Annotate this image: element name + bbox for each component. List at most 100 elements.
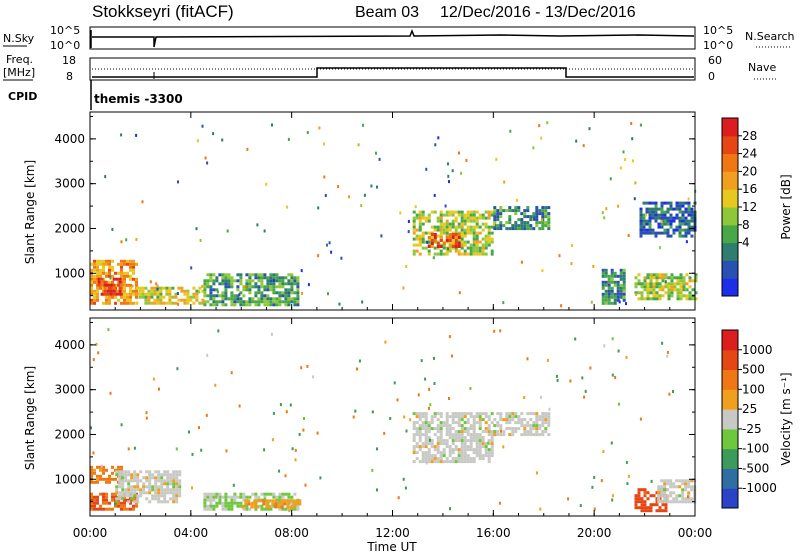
power-cell xyxy=(103,292,107,296)
velocity-cell xyxy=(442,424,446,428)
velocity-cell xyxy=(293,492,297,496)
power-cell xyxy=(460,246,464,250)
power-cell xyxy=(648,210,652,214)
power-cell xyxy=(141,295,145,299)
power-cell xyxy=(221,294,225,298)
power-cell xyxy=(97,280,101,284)
power-cell xyxy=(678,234,682,238)
velocity-cell xyxy=(666,479,670,483)
cpid-value: themis -3300 xyxy=(94,92,183,106)
power-cell xyxy=(248,285,252,289)
power-cell xyxy=(643,297,647,301)
velocity-cell xyxy=(160,476,164,480)
power-cell xyxy=(666,219,670,223)
velocity-cell xyxy=(272,492,276,496)
power-cell xyxy=(266,297,270,301)
velocity-cell xyxy=(457,436,461,440)
velocity-cell xyxy=(424,421,428,425)
velocity-cell xyxy=(280,499,284,503)
velocity-cell xyxy=(424,415,428,419)
velocity-ylabel: Slant Range [km] xyxy=(23,366,37,470)
power-cell xyxy=(284,276,288,280)
power-echo xyxy=(625,302,627,306)
power-cell xyxy=(102,262,105,266)
velocity-cell xyxy=(430,427,434,431)
velocity-cell xyxy=(260,492,264,496)
power-cell xyxy=(93,301,96,305)
power-cell xyxy=(281,291,285,295)
power-cell xyxy=(660,201,664,205)
power-echo xyxy=(465,158,468,162)
power-cell xyxy=(287,273,291,277)
power-cell xyxy=(159,298,163,302)
power-cell xyxy=(120,283,123,287)
velocity-cell xyxy=(538,415,542,419)
velocity-cell xyxy=(541,418,545,422)
velocity-cell xyxy=(439,460,443,464)
power-cell xyxy=(284,303,288,307)
power-cell xyxy=(601,268,605,272)
power-cell xyxy=(415,228,419,232)
power-echo xyxy=(492,223,495,227)
velocity-cell xyxy=(129,501,132,505)
power-cell xyxy=(430,233,434,236)
velocity-cell xyxy=(490,445,494,449)
velocity-cell xyxy=(157,476,161,480)
velocity-cell xyxy=(218,501,222,505)
velocity-cell xyxy=(111,471,114,475)
power-cell xyxy=(619,283,623,287)
power-cell xyxy=(448,233,452,236)
velocity-cell xyxy=(233,501,237,505)
power-cell xyxy=(547,221,551,225)
power-cell xyxy=(655,279,659,283)
velocity-cell xyxy=(655,503,659,507)
velocity-cell xyxy=(448,454,452,458)
power-cell xyxy=(284,288,288,292)
power-cell xyxy=(118,277,122,281)
velocity-cell xyxy=(436,418,440,422)
velocity-cell xyxy=(418,427,422,431)
power-cell xyxy=(451,210,455,214)
velocity-cell xyxy=(260,507,264,511)
velocity-cell xyxy=(469,427,473,431)
velocity-cell xyxy=(90,504,93,508)
velocity-cell xyxy=(430,439,434,443)
power-cell xyxy=(439,228,443,232)
power-cell xyxy=(682,279,686,283)
velocity-cell xyxy=(93,468,96,472)
power-cell xyxy=(472,231,476,235)
velocity-echo xyxy=(661,341,664,345)
power-cell xyxy=(679,285,683,289)
velocity-cell xyxy=(136,479,140,483)
colorbar-tick-label: -100 xyxy=(742,442,769,456)
velocity-cell xyxy=(127,473,131,477)
velocity-cell xyxy=(439,436,443,440)
power-cell xyxy=(430,242,434,245)
power-cell xyxy=(657,231,661,235)
power-cell xyxy=(150,301,154,305)
velocity-echo xyxy=(278,469,281,473)
power-cell xyxy=(601,271,605,275)
velocity-cell xyxy=(421,460,425,464)
velocity-cell xyxy=(529,427,533,431)
power-cell xyxy=(526,206,530,210)
power-cell xyxy=(108,280,111,284)
velocity-cell xyxy=(439,454,443,458)
power-cell xyxy=(150,289,154,293)
velocity-cell xyxy=(157,473,161,477)
power-cell xyxy=(604,274,608,278)
power-cell xyxy=(463,222,467,226)
power-cell xyxy=(221,279,225,283)
velocity-cell xyxy=(478,418,482,422)
power-cell xyxy=(412,252,416,256)
power-cell xyxy=(669,216,673,220)
power-cell xyxy=(688,276,692,280)
power-cell xyxy=(257,276,261,280)
velocity-cell xyxy=(499,418,503,422)
velocity-cell xyxy=(487,415,491,419)
power-cell xyxy=(657,207,661,211)
velocity-cell xyxy=(469,460,473,464)
velocity-cell xyxy=(436,460,440,464)
power-cell xyxy=(96,280,99,284)
colorbar-swatch xyxy=(722,207,738,226)
